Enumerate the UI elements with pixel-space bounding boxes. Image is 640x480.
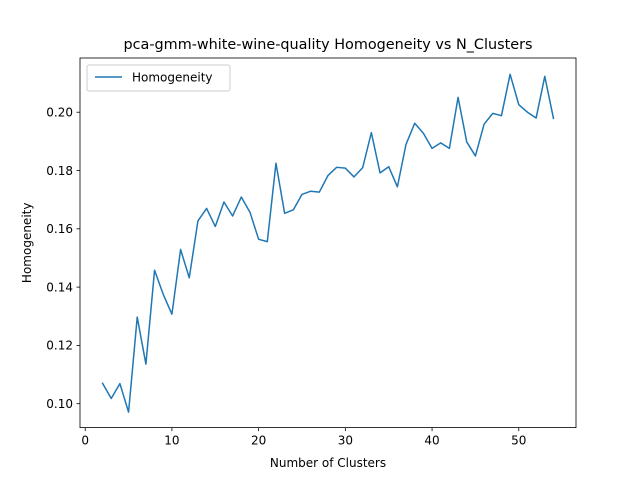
y-tick-label: 0.20: [46, 106, 73, 120]
chart-title: pca-gmm-white-wine-quality Homogeneity v…: [123, 37, 532, 53]
x-tick-label: 0: [81, 434, 89, 448]
x-axis-label: Number of Clusters: [270, 456, 386, 470]
x-tick-label: 40: [424, 434, 439, 448]
series-line-homogeneity: [101, 73, 555, 413]
x-tick-label: 10: [164, 434, 179, 448]
plot-frame: [79, 57, 577, 429]
y-tick-label: 0.12: [46, 339, 73, 353]
x-tick-label: 30: [338, 434, 353, 448]
y-tick-label: 0.14: [46, 280, 73, 294]
legend-box: [86, 64, 231, 92]
y-tick-label: 0.18: [46, 164, 73, 178]
y-tick-label: 0.10: [46, 397, 73, 411]
y-axis-label: Homogeneity: [20, 203, 34, 284]
legend-label-homogeneity: Homogeneity: [132, 71, 213, 85]
x-tick-label: 20: [251, 434, 266, 448]
x-axis: 0 10 20 30 40 50: [81, 427, 526, 448]
y-axis: 0.10 0.12 0.14 0.16 0.18 0.20: [46, 106, 80, 411]
y-tick-label: 0.16: [46, 222, 73, 236]
legend: Homogeneity: [86, 64, 231, 92]
x-tick-label: 50: [511, 434, 526, 448]
